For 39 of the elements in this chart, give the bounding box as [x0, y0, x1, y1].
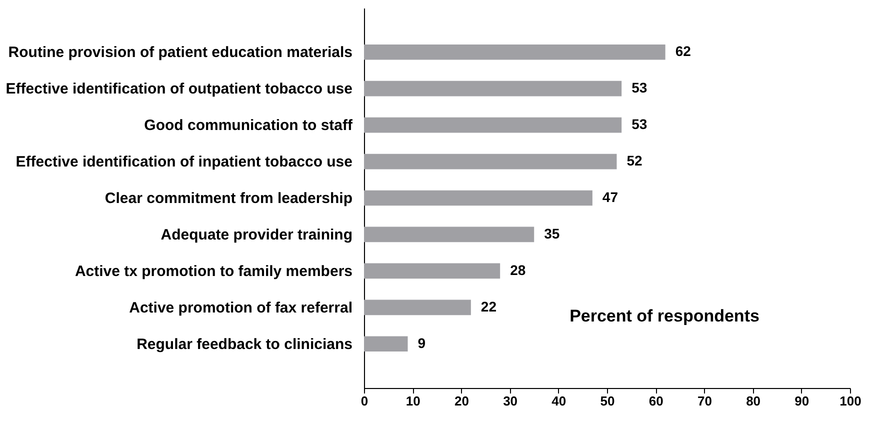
data-label: 62 — [675, 43, 692, 60]
x-tick-label: 80 — [746, 394, 761, 408]
y-tick-label: Effective identification of inpatient tobacco use — [16, 154, 352, 171]
y-tick-label: Routine provision of patient education materials — [8, 44, 352, 62]
y-tick-label: Regular feedback to clinicians — [136, 336, 352, 353]
data-label: 53 — [632, 80, 648, 96]
bar — [364, 154, 617, 170]
x-tick-label: 50 — [600, 394, 615, 408]
x-tick-label: 70 — [697, 394, 712, 408]
x-axis-title: Percent of respondents — [570, 306, 760, 326]
y-tick-label: Good communication to staff — [144, 117, 354, 134]
x-tick-label: 10 — [406, 394, 420, 408]
x-tick-label: 20 — [454, 394, 469, 408]
x-tick-label: 40 — [552, 394, 566, 408]
data-label: 35 — [544, 225, 560, 242]
x-tick-label: 0 — [360, 394, 368, 408]
y-tick-label: Clear commitment from leadership — [104, 190, 352, 207]
y-tick-label: Effective identification of outpatient tobacco use — [6, 80, 352, 98]
x-tick-label: 90 — [794, 394, 810, 408]
bar — [364, 44, 666, 60]
bar — [364, 117, 622, 133]
data-label: 22 — [480, 298, 497, 314]
bar — [364, 190, 592, 206]
x-tick-label: 30 — [503, 394, 518, 408]
data-label: 28 — [510, 262, 526, 278]
data-label: 52 — [626, 152, 643, 169]
x-tick-label: 60 — [648, 394, 664, 408]
data-label: 53 — [632, 116, 648, 132]
bar — [364, 263, 500, 279]
x-tick-label: 100 — [840, 394, 862, 408]
bar — [364, 226, 534, 242]
data-label: 47 — [602, 189, 618, 205]
y-tick-label: Active promotion of fax referral — [129, 299, 352, 316]
bar — [364, 80, 622, 96]
bar — [364, 300, 471, 316]
y-tick-label: Active tx promotion to family members — [74, 262, 352, 280]
y-tick-label: Adequate provider training — [160, 226, 352, 244]
bar — [364, 336, 408, 352]
data-label: 9 — [418, 334, 426, 351]
